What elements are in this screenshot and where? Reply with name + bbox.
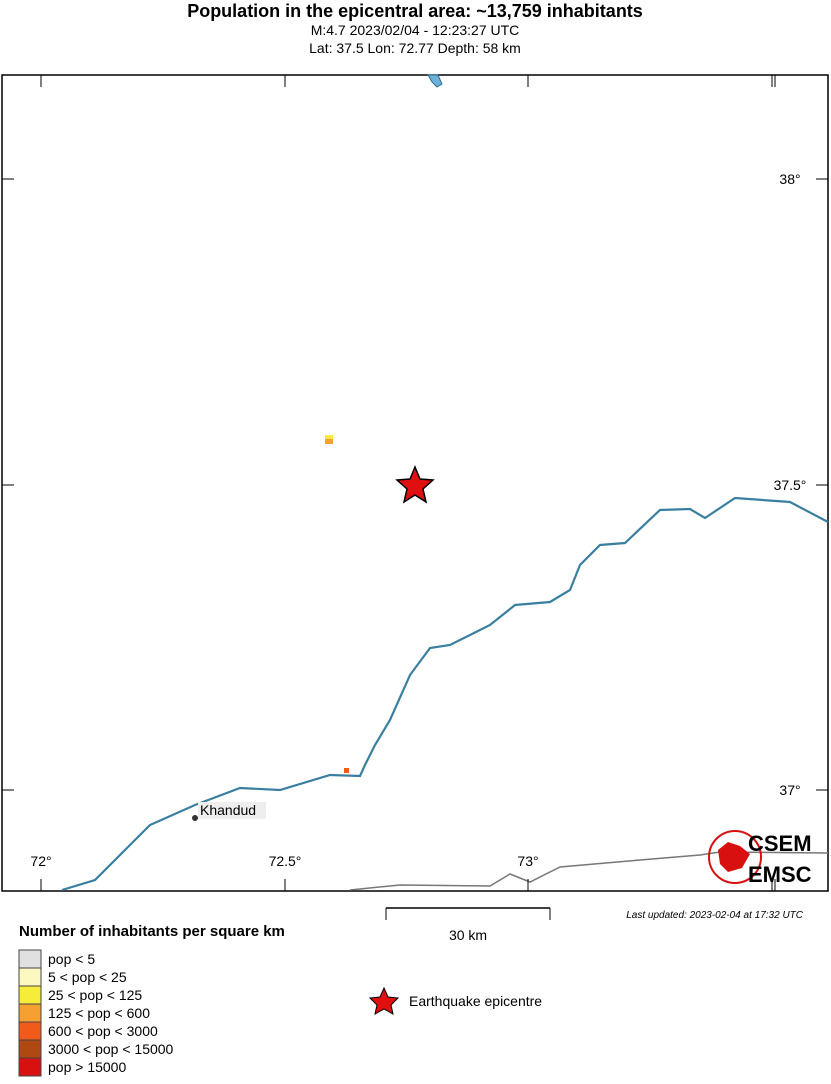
place-label: Khandud (200, 802, 256, 818)
legend-swatch (18, 1021, 42, 1041)
lon-label: 72° (30, 853, 51, 869)
title: Population in the epicentral area: ~13,7… (187, 1, 643, 21)
legend-swatch (18, 985, 42, 1005)
legend-label: 125 < pop < 600 (48, 1005, 150, 1021)
legend-label: 25 < pop < 125 (48, 987, 142, 1003)
subtitle: M:4.7 2023/02/04 - 12:23:27 UTC (311, 22, 520, 38)
lat-label: 37° (779, 782, 800, 798)
map-area: Khandud CSEM EMSC (1, 74, 829, 892)
last-updated: Last updated: 2023-02-04 at 17:32 UTC (626, 910, 804, 921)
place-dot (192, 815, 198, 821)
location: Lat: 37.5 Lon: 72.77 Depth: 58 km (309, 40, 521, 56)
pop-cell (325, 439, 333, 444)
logo: CSEM EMSC (708, 830, 812, 887)
legend-epicentre: Earthquake epicentre (409, 993, 542, 1009)
lake (427, 74, 443, 88)
logo-text: CSEM (748, 831, 812, 856)
legend-label: pop < 5 (48, 951, 95, 967)
scale-label: 30 km (449, 927, 487, 943)
legend-label: pop > 15000 (48, 1059, 126, 1075)
pop-cell (344, 768, 349, 773)
river (61, 496, 829, 892)
lat-label: 38° (779, 171, 800, 187)
legend-swatch (18, 1039, 42, 1059)
legend-label: 600 < pop < 3000 (48, 1023, 158, 1039)
legend-swatch (18, 1057, 42, 1077)
logo-ring (708, 830, 762, 884)
legend-title: Number of inhabitants per square km (19, 923, 285, 940)
logo-text: EMSC (748, 862, 812, 887)
pop-cell (325, 435, 333, 439)
lon-label: 72.5° (269, 853, 302, 869)
legend-label: 3000 < pop < 15000 (48, 1041, 174, 1057)
legend-label: 5 < pop < 25 (48, 969, 127, 985)
lat-label: 37.5° (774, 477, 807, 493)
legend-swatch (18, 967, 42, 987)
epicentre-star (395, 465, 435, 504)
logo-shape (718, 842, 750, 872)
legend-star (368, 986, 400, 1015)
legend-swatch (18, 949, 42, 969)
legend-swatch (18, 1003, 42, 1023)
lon-label: 73° (517, 853, 538, 869)
place-label-bg (198, 802, 266, 819)
